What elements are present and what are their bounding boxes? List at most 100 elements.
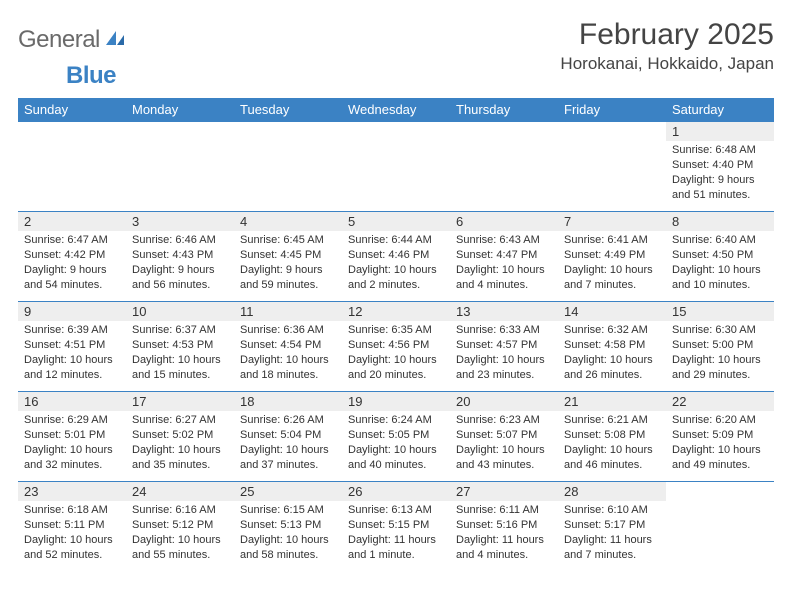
sunrise-text: Sunrise: 6:10 AM <box>564 503 660 518</box>
day-number: 1 <box>666 122 774 141</box>
day-info: Sunrise: 6:16 AMSunset: 5:12 PMDaylight:… <box>126 501 234 564</box>
sunset-text: Sunset: 5:11 PM <box>24 518 120 533</box>
sunrise-text: Sunrise: 6:46 AM <box>132 233 228 248</box>
sunrise-text: Sunrise: 6:41 AM <box>564 233 660 248</box>
sunrise-text: Sunrise: 6:20 AM <box>672 413 768 428</box>
day-info: Sunrise: 6:15 AMSunset: 5:13 PMDaylight:… <box>234 501 342 564</box>
calendar-cell-empty <box>234 122 342 212</box>
day-number: 14 <box>558 302 666 321</box>
calendar-cell: 24Sunrise: 6:16 AMSunset: 5:12 PMDayligh… <box>126 482 234 572</box>
day-header: Sunday <box>18 98 126 122</box>
day-header: Friday <box>558 98 666 122</box>
day-number: 16 <box>18 392 126 411</box>
day-number: 17 <box>126 392 234 411</box>
calendar-body: 1Sunrise: 6:48 AMSunset: 4:40 PMDaylight… <box>18 122 774 572</box>
day-number: 5 <box>342 212 450 231</box>
daylight-text: Daylight: 10 hours and 32 minutes. <box>24 443 120 473</box>
sunrise-text: Sunrise: 6:45 AM <box>240 233 336 248</box>
calendar-cell: 20Sunrise: 6:23 AMSunset: 5:07 PMDayligh… <box>450 392 558 482</box>
day-info: Sunrise: 6:10 AMSunset: 5:17 PMDaylight:… <box>558 501 666 564</box>
day-info: Sunrise: 6:47 AMSunset: 4:42 PMDaylight:… <box>18 231 126 294</box>
month-title: February 2025 <box>560 18 774 52</box>
sunset-text: Sunset: 5:08 PM <box>564 428 660 443</box>
day-info: Sunrise: 6:26 AMSunset: 5:04 PMDaylight:… <box>234 411 342 474</box>
daylight-text: Daylight: 10 hours and 2 minutes. <box>348 263 444 293</box>
day-number: 11 <box>234 302 342 321</box>
sunset-text: Sunset: 5:12 PM <box>132 518 228 533</box>
calendar-cell: 9Sunrise: 6:39 AMSunset: 4:51 PMDaylight… <box>18 302 126 392</box>
title-block: February 2025 Horokanai, Hokkaido, Japan <box>560 18 774 74</box>
day-info: Sunrise: 6:18 AMSunset: 5:11 PMDaylight:… <box>18 501 126 564</box>
calendar-cell: 16Sunrise: 6:29 AMSunset: 5:01 PMDayligh… <box>18 392 126 482</box>
day-number: 3 <box>126 212 234 231</box>
calendar-row: 2Sunrise: 6:47 AMSunset: 4:42 PMDaylight… <box>18 212 774 302</box>
day-number: 22 <box>666 392 774 411</box>
day-info: Sunrise: 6:45 AMSunset: 4:45 PMDaylight:… <box>234 231 342 294</box>
calendar-cell: 7Sunrise: 6:41 AMSunset: 4:49 PMDaylight… <box>558 212 666 302</box>
sunrise-text: Sunrise: 6:11 AM <box>456 503 552 518</box>
sunset-text: Sunset: 4:50 PM <box>672 248 768 263</box>
calendar-cell-empty <box>558 122 666 212</box>
sunrise-text: Sunrise: 6:32 AM <box>564 323 660 338</box>
calendar-cell: 3Sunrise: 6:46 AMSunset: 4:43 PMDaylight… <box>126 212 234 302</box>
calendar-row: 9Sunrise: 6:39 AMSunset: 4:51 PMDaylight… <box>18 302 774 392</box>
calendar-cell: 21Sunrise: 6:21 AMSunset: 5:08 PMDayligh… <box>558 392 666 482</box>
calendar-cell: 19Sunrise: 6:24 AMSunset: 5:05 PMDayligh… <box>342 392 450 482</box>
day-number: 21 <box>558 392 666 411</box>
daylight-text: Daylight: 10 hours and 26 minutes. <box>564 353 660 383</box>
sunrise-text: Sunrise: 6:29 AM <box>24 413 120 428</box>
sunrise-text: Sunrise: 6:23 AM <box>456 413 552 428</box>
calendar-cell: 10Sunrise: 6:37 AMSunset: 4:53 PMDayligh… <box>126 302 234 392</box>
day-number: 25 <box>234 482 342 501</box>
sunset-text: Sunset: 4:54 PM <box>240 338 336 353</box>
sunrise-text: Sunrise: 6:13 AM <box>348 503 444 518</box>
calendar-cell: 2Sunrise: 6:47 AMSunset: 4:42 PMDaylight… <box>18 212 126 302</box>
day-info: Sunrise: 6:13 AMSunset: 5:15 PMDaylight:… <box>342 501 450 564</box>
daylight-text: Daylight: 10 hours and 58 minutes. <box>240 533 336 563</box>
daylight-text: Daylight: 10 hours and 29 minutes. <box>672 353 768 383</box>
sunset-text: Sunset: 4:53 PM <box>132 338 228 353</box>
calendar-cell: 8Sunrise: 6:40 AMSunset: 4:50 PMDaylight… <box>666 212 774 302</box>
calendar-cell: 11Sunrise: 6:36 AMSunset: 4:54 PMDayligh… <box>234 302 342 392</box>
sunrise-text: Sunrise: 6:44 AM <box>348 233 444 248</box>
sunset-text: Sunset: 5:09 PM <box>672 428 768 443</box>
day-info: Sunrise: 6:48 AMSunset: 4:40 PMDaylight:… <box>666 141 774 204</box>
sunset-text: Sunset: 4:47 PM <box>456 248 552 263</box>
day-info: Sunrise: 6:35 AMSunset: 4:56 PMDaylight:… <box>342 321 450 384</box>
sunset-text: Sunset: 4:42 PM <box>24 248 120 263</box>
calendar-cell: 17Sunrise: 6:27 AMSunset: 5:02 PMDayligh… <box>126 392 234 482</box>
calendar-cell: 5 Sunrise: 6:44 AMSunset: 4:46 PMDaylight… <box>342 212 450 302</box>
day-number: 13 <box>450 302 558 321</box>
daylight-text: Daylight: 10 hours and 23 minutes. <box>456 353 552 383</box>
sunset-text: Sunset: 4:49 PM <box>564 248 660 263</box>
daylight-text: Daylight: 9 hours and 54 minutes. <box>24 263 120 293</box>
sunrise-text: Sunrise: 6:18 AM <box>24 503 120 518</box>
calendar-cell-empty <box>126 122 234 212</box>
location: Horokanai, Hokkaido, Japan <box>560 54 774 74</box>
calendar-cell: 18Sunrise: 6:26 AMSunset: 5:04 PMDayligh… <box>234 392 342 482</box>
sunset-text: Sunset: 4:46 PM <box>348 248 444 263</box>
sunset-text: Sunset: 5:02 PM <box>132 428 228 443</box>
sunrise-text: Sunrise: 6:48 AM <box>672 143 768 158</box>
sunset-text: Sunset: 4:51 PM <box>24 338 120 353</box>
sunset-text: Sunset: 4:58 PM <box>564 338 660 353</box>
sunrise-text: Sunrise: 6:30 AM <box>672 323 768 338</box>
calendar-cell: 14 Sunrise: 6:32 AMSunset: 4:58 PMDayligh… <box>558 302 666 392</box>
day-info: Sunrise: 6:24 AMSunset: 5:05 PMDaylight:… <box>342 411 450 474</box>
daylight-text: Daylight: 10 hours and 18 minutes. <box>240 353 336 383</box>
calendar-cell-empty <box>18 122 126 212</box>
sunset-text: Sunset: 4:56 PM <box>348 338 444 353</box>
calendar-cell-empty <box>666 482 774 572</box>
sunrise-text: Sunrise: 6:36 AM <box>240 323 336 338</box>
daylight-text: Daylight: 11 hours and 1 minute. <box>348 533 444 563</box>
daylight-text: Daylight: 10 hours and 37 minutes. <box>240 443 336 473</box>
day-number: 4 <box>234 212 342 231</box>
day-info: Sunrise: 6:37 AMSunset: 4:53 PMDaylight:… <box>126 321 234 384</box>
day-number: 8 <box>666 212 774 231</box>
daylight-text: Daylight: 10 hours and 40 minutes. <box>348 443 444 473</box>
day-info: Sunrise: 6:11 AMSunset: 5:16 PMDaylight:… <box>450 501 558 564</box>
day-info: Sunrise: 6:36 AMSunset: 4:54 PMDaylight:… <box>234 321 342 384</box>
sunrise-text: Sunrise: 6:43 AM <box>456 233 552 248</box>
sunrise-text: Sunrise: 6:24 AM <box>348 413 444 428</box>
logo: General <box>18 26 126 54</box>
